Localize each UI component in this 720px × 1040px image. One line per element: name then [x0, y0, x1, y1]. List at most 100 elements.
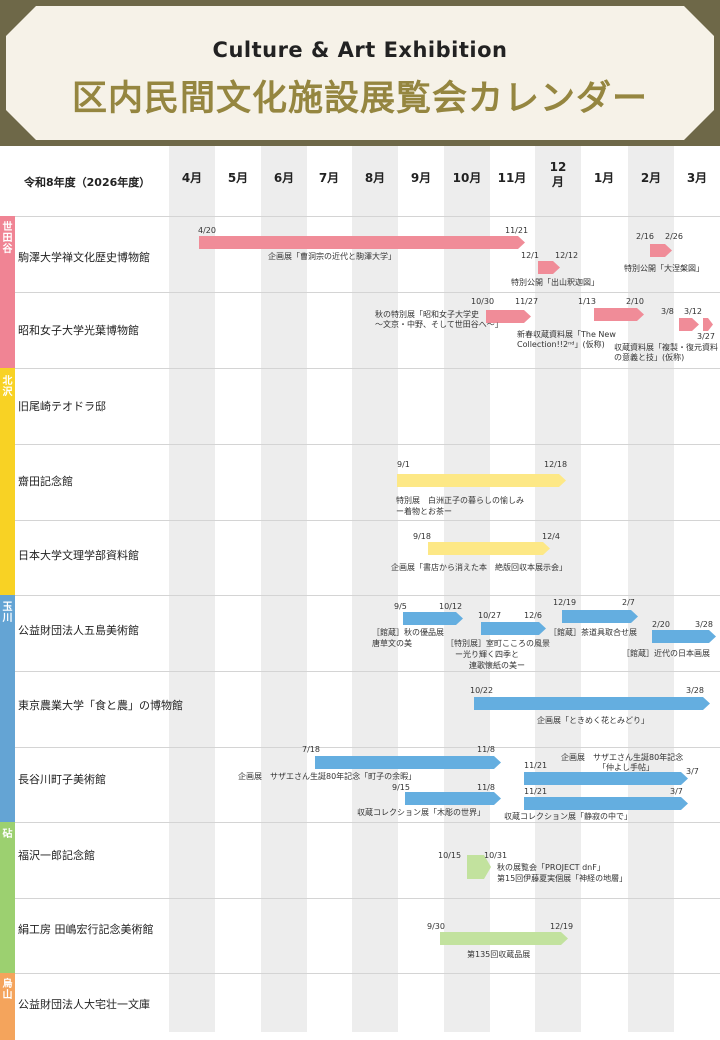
event-label: ー光り輝く四季と: [455, 650, 519, 659]
month-label: 1月: [593, 171, 615, 185]
event-arrow-shape: [481, 622, 546, 635]
calendar-grid: 令和8年度（2026年度） 4月 5月 6月 7月 8月 9月 10月 11月 …: [0, 146, 720, 1040]
event-bar[interactable]: [405, 792, 501, 805]
event-arrow-shape: [428, 542, 550, 555]
month-label: 6月: [273, 171, 295, 185]
event-bar[interactable]: [650, 244, 672, 257]
event-end-date: 10/31: [484, 851, 508, 860]
event-bar[interactable]: [562, 610, 638, 623]
row-divider: [0, 368, 720, 369]
event-bar[interactable]: [486, 310, 531, 323]
month-label: 5月: [227, 171, 249, 185]
event-start-date: 4/20: [198, 226, 216, 235]
row-divider: [0, 747, 720, 748]
event-arrow-shape: [486, 310, 531, 323]
event-end-date: 11/8: [477, 745, 495, 754]
event-bar[interactable]: [594, 308, 644, 321]
month-stripe: [169, 146, 215, 1032]
event-bar[interactable]: [679, 318, 699, 331]
event-label: Collection!!2ⁿᵈ」(仮称): [517, 340, 605, 349]
facility-name: 昭和女子大学光葉博物館: [18, 324, 139, 337]
event-bar[interactable]: [397, 474, 566, 487]
event-bar[interactable]: [428, 542, 550, 555]
facility-name: 福沢一郎記念館: [18, 849, 95, 862]
event-end-date: 11/27: [515, 297, 539, 306]
event-end-date: 3/27: [697, 332, 715, 341]
event-arrow-shape: [594, 308, 644, 321]
event-end-date: 3/28: [686, 686, 704, 695]
row-divider: [0, 822, 720, 823]
facility-name: 公益財団法人大宅壮一文庫: [18, 998, 150, 1011]
event-arrow-shape: [315, 756, 501, 769]
event-start-date: 7/18: [302, 745, 320, 754]
event-bar[interactable]: [524, 797, 688, 810]
event-label: 企画展「曹洞宗の近代と駒澤大学」: [268, 252, 396, 261]
event-bar[interactable]: [474, 697, 710, 710]
event-label: ［館蔵］秋の優品展: [372, 628, 444, 637]
event-end-date: 11/21: [505, 226, 529, 235]
event-bar[interactable]: [467, 855, 491, 879]
event-bar[interactable]: [199, 236, 525, 249]
area-label-tamagawa: 玉川: [2, 602, 13, 624]
facility-name: 絹工房 田嶋宏行記念美術館: [18, 923, 154, 936]
event-label: 新春収蔵資料展「The New: [517, 330, 616, 339]
event-start-date: 9/1: [397, 460, 410, 469]
event-end-date: 12/12: [555, 251, 579, 260]
event-bar[interactable]: [403, 612, 463, 625]
row-divider: [0, 216, 720, 217]
event-bar[interactable]: [481, 622, 546, 635]
event-bar[interactable]: [703, 318, 713, 331]
event-start-date: 3/8: [661, 307, 674, 316]
event-arrow-shape: [524, 772, 688, 785]
month-header-row: 令和8年度（2026年度） 4月 5月 6月 7月 8月 9月 10月 11月 …: [0, 146, 720, 216]
event-start-date: 9/18: [413, 532, 431, 541]
event-label: 特別公開「大涅槃図」: [624, 264, 704, 273]
event-label: 秋の展覧会「PROJECT dnF」: [497, 863, 605, 872]
event-end-date: 12/6: [524, 611, 542, 620]
area-band-kinuta: [0, 822, 15, 973]
event-arrow-shape: [652, 630, 716, 643]
event-start-date: 10/27: [478, 611, 502, 620]
event-label: 秋の特別展「昭和女子大学史: [375, 310, 479, 319]
event-start-date: 1/13: [578, 297, 596, 306]
header-panel: [6, 6, 714, 140]
event-label: 特別公開「出山釈迦図」: [511, 278, 599, 287]
event-end-date: 12/18: [544, 460, 568, 469]
event-start-date: 10/15: [438, 851, 462, 860]
event-bar[interactable]: [524, 772, 688, 785]
area-band-kitazawa: [0, 368, 15, 595]
event-arrow-shape: [474, 697, 710, 710]
month-stripe: [352, 146, 398, 1032]
facility-name: 長谷川町子美術館: [18, 773, 106, 786]
event-start-date: 12/19: [553, 598, 577, 607]
event-end-date: 3/7: [686, 767, 699, 776]
row-divider: [0, 973, 720, 974]
event-bar[interactable]: [652, 630, 716, 643]
facility-name: 東京農業大学「食と農」の博物館: [18, 699, 183, 712]
event-start-date: 11/21: [524, 761, 548, 770]
event-start-date: 11/21: [524, 787, 548, 796]
event-bar[interactable]: [538, 261, 560, 274]
event-end-date: 12/19: [550, 922, 574, 931]
event-arrow-shape: [562, 610, 638, 623]
event-label: 連歌懐紙の美ー: [469, 661, 525, 670]
event-label: ー着物とお茶ー: [396, 507, 452, 516]
month-label: 11月: [497, 171, 527, 185]
row-divider: [0, 898, 720, 899]
event-start-date: 12/1: [521, 251, 539, 260]
event-bar[interactable]: [315, 756, 501, 769]
event-label: ［館蔵］近代の日本画展: [622, 649, 710, 658]
event-bar[interactable]: [440, 932, 568, 945]
facility-name: 齋田記念館: [18, 475, 73, 488]
event-arrow-shape: [679, 318, 699, 331]
event-arrow-shape: [397, 474, 566, 487]
event-end-date: 3/7: [670, 787, 683, 796]
event-label: 第15回伊藤夏実個展「神経の地層」: [497, 874, 628, 883]
event-arrow-shape: [199, 236, 525, 249]
area-band-karasuyama: [0, 973, 15, 1040]
event-end-date: 3/28: [695, 620, 713, 629]
event-label: 収蔵コレクション展「静寂の中で」: [504, 812, 632, 821]
event-end-date: 2/7: [622, 598, 635, 607]
event-label: の意義と技」(仮称): [614, 353, 685, 362]
row-divider: [0, 520, 720, 521]
